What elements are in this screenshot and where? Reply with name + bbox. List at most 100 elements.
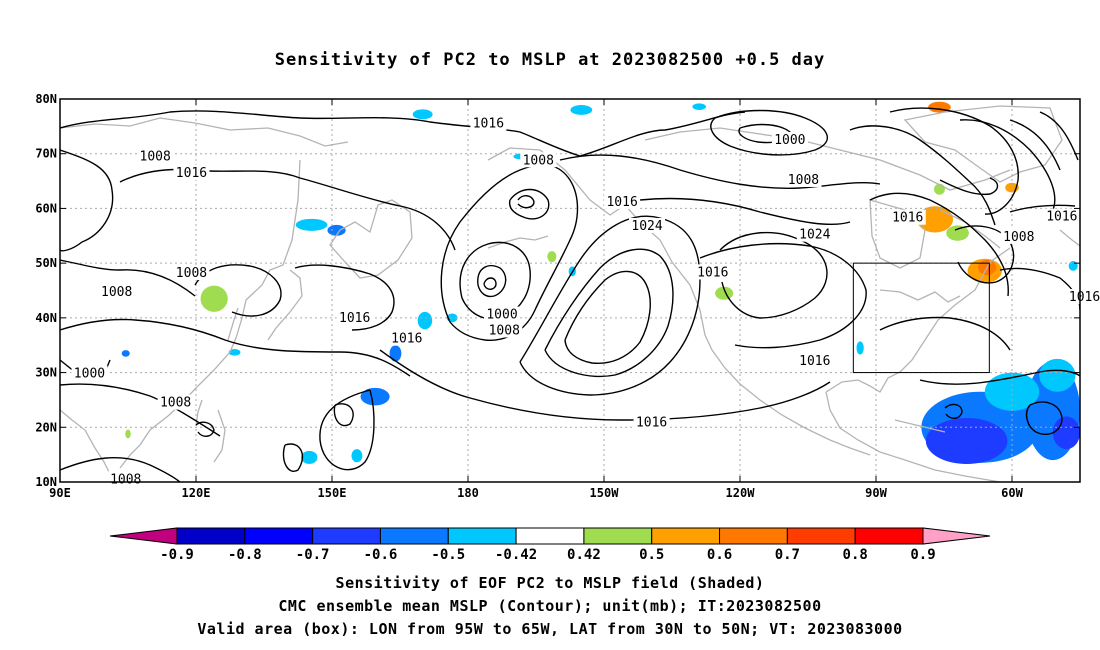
sensitivity-patch [570,105,593,115]
colorbar-label: 0.42 [567,547,601,563]
sensitivity-patch [417,311,433,330]
contour-label: 1016 [391,332,422,347]
contour-atlantic-high [879,316,1011,351]
colorbar-label: 0.5 [639,547,664,563]
sensitivity-patch [946,225,969,241]
colorbar-swatch [786,527,856,545]
contour-label: 1016 [176,166,207,181]
contour-greenland-low-2 [959,119,1056,213]
coast-east-asia [119,159,301,469]
contour-1016-na-ridge [699,242,867,349]
contour-label: 1008 [176,266,207,281]
y-tick-label: 30N [35,366,57,380]
sensitivity-patch [925,417,1008,464]
colorbar-swatch [854,527,924,545]
sensitivity-patch [228,349,241,356]
x-tick-label: 90E [49,486,71,500]
sensitivity-patch [360,387,390,406]
contour-label: 1008 [1003,230,1034,245]
sensitivity-patch [200,285,228,312]
contour-1024-na-ridge [719,231,828,319]
contour-label: 1008 [523,153,554,168]
contour-label: 1016 [1046,210,1077,225]
colorbar-swatch [244,527,314,545]
colorbar-min-triangle [109,527,178,545]
contour-atlantic-low [1025,401,1063,436]
coast-kamchatka [329,199,413,279]
colorbar-label: -0.42 [495,547,537,563]
valid-area-box [852,262,990,374]
sensitivity-patch [916,206,954,233]
contour-label-bg [173,164,210,180]
contour-subtropical [919,369,1080,385]
contour-label: 1008 [489,323,520,338]
contour-1016-central [60,318,411,377]
x-tick-label: 150E [318,486,347,500]
contour-label-bg [388,330,425,346]
contour-label: 1016 [892,211,923,226]
contour-greenland-low-1 [889,107,1019,215]
contour-pacific-small [333,403,354,427]
contour-label-bg [629,217,666,233]
contour-label: 1016 [339,311,370,326]
contour-1008-east [954,225,1015,284]
colorbar-swatch [447,527,517,545]
sensitivity-patch [984,372,1040,411]
contour-label-bg [1043,208,1080,224]
y-tick-label: 10N [35,475,57,489]
contour-1008-arctic [559,154,881,189]
contour-label: 1008 [160,396,191,411]
x-axis-labels: 90E 120E 150E 180 150W 120W 90W 60W [49,486,1023,500]
contour-label-bg [520,152,557,168]
coast-philippines [213,409,226,463]
contour-label-bg [336,309,373,325]
contour-label: 1016 [799,354,830,369]
coast-korea [227,307,239,341]
contour-kamchatka-1016 [294,264,395,331]
contour-label: 1008 [110,472,141,487]
colorbar-max-triangle [922,527,991,545]
sensitivity-patch [327,224,346,236]
contour-low-lobe-inner [517,195,535,209]
coast-eurasia-north [60,117,349,147]
contour-label-bg [173,264,210,280]
contour-1008-west [60,259,196,297]
y-tick-label: 80N [35,92,57,106]
colorbar-swatch [379,527,449,545]
contour-label-bg [157,394,194,410]
contour-label-bg [633,414,670,430]
chart-title: Sensitivity of PC2 to MSLP at 2023082500… [274,50,826,70]
contour-label-bg [1066,289,1100,305]
contour-greenland-low-5 [939,177,999,196]
sensitivity-patch [295,218,328,231]
colorbar-labels: -0.9 -0.8 -0.7 -0.6 -0.5 -0.42 0.42 0.5 0.6 0.7 0.… [160,547,936,563]
coast-japan [267,269,303,341]
x-tick-label: 120W [726,486,756,500]
map-frame [59,98,1081,483]
contour-label-bg [796,226,833,242]
sensitivity-patch [125,429,131,439]
colorbar-label: 0.8 [843,547,868,563]
y-tick-label: 50N [35,256,57,270]
colorbar-label: -0.7 [296,547,330,563]
contour-1016-siberia [119,168,456,251]
coast-na-arctic [644,127,1011,191]
coast-great-lakes [879,289,961,303]
y-tick-label: 70N [35,147,57,161]
sensitivity-patch [389,345,402,362]
map-background [60,99,1080,482]
colorbar [109,527,991,545]
coast-mexico [825,391,1001,482]
contour-1016-labrador [869,192,1009,297]
contour-label: 1016 [606,195,637,210]
colorbar-label: 0.9 [910,547,935,563]
contour-1008-lowest [60,456,181,482]
contour-1016-long [379,349,831,421]
sensitivity-patch [1039,358,1076,392]
sensitivity-patch [351,449,363,463]
contour-1016-canada [639,197,851,226]
colorbar-swatch [719,527,788,545]
mslp-contours [60,107,1080,482]
colorbar-label: 0.6 [707,547,732,563]
contour-label: 1008 [140,149,171,164]
